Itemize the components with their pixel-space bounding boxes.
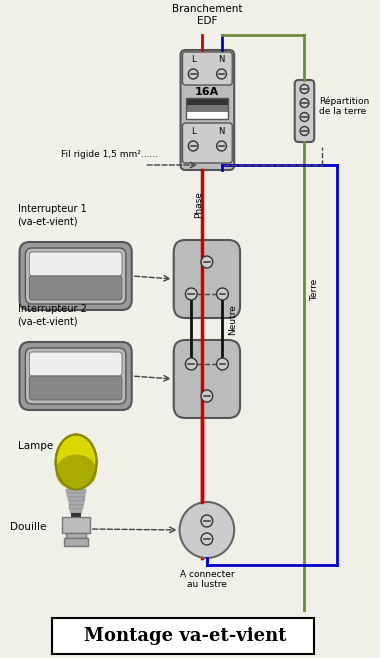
Circle shape <box>188 69 198 79</box>
Text: N: N <box>218 128 225 136</box>
Circle shape <box>300 113 309 122</box>
FancyBboxPatch shape <box>182 123 232 163</box>
Text: Phase: Phase <box>195 191 204 218</box>
Bar <box>67 493 86 497</box>
Circle shape <box>201 256 213 268</box>
FancyBboxPatch shape <box>19 342 132 410</box>
Ellipse shape <box>55 455 97 490</box>
Bar <box>62 517 90 533</box>
Circle shape <box>300 84 309 93</box>
Text: Montage va-et-vient: Montage va-et-vient <box>84 627 287 645</box>
Text: L: L <box>191 128 196 136</box>
Text: Terre: Terre <box>310 279 319 301</box>
Bar <box>186 105 228 112</box>
Circle shape <box>217 358 228 370</box>
FancyBboxPatch shape <box>29 352 122 376</box>
Circle shape <box>185 288 197 300</box>
Circle shape <box>201 533 213 545</box>
Circle shape <box>217 288 228 300</box>
Circle shape <box>180 502 234 558</box>
FancyBboxPatch shape <box>25 348 126 404</box>
Circle shape <box>188 141 198 151</box>
FancyBboxPatch shape <box>180 50 234 170</box>
Text: Branchement
EDF: Branchement EDF <box>172 4 242 26</box>
Text: Fil rigide 1,5 mm²......: Fil rigide 1,5 mm²...... <box>60 150 158 159</box>
Ellipse shape <box>55 434 97 490</box>
Bar <box>70 509 82 513</box>
Bar <box>69 501 84 505</box>
Text: Interrupteur 1
(va-et-vient): Interrupteur 1 (va-et-vient) <box>17 205 86 226</box>
Text: Interrupteur 2
(va-et-vient): Interrupteur 2 (va-et-vient) <box>17 305 86 326</box>
Text: L: L <box>191 55 196 64</box>
FancyBboxPatch shape <box>29 252 122 276</box>
Text: Répartition
de la terre: Répartition de la terre <box>319 96 369 116</box>
Circle shape <box>217 69 226 79</box>
Circle shape <box>201 515 213 527</box>
Bar <box>64 538 88 546</box>
FancyBboxPatch shape <box>52 618 314 654</box>
Bar <box>68 497 85 501</box>
FancyBboxPatch shape <box>25 248 126 304</box>
Circle shape <box>201 390 213 402</box>
Bar <box>66 533 86 538</box>
FancyBboxPatch shape <box>29 276 122 300</box>
Text: Lampe: Lampe <box>17 441 53 451</box>
Circle shape <box>217 141 226 151</box>
FancyBboxPatch shape <box>182 52 232 85</box>
FancyBboxPatch shape <box>174 240 240 318</box>
Bar <box>186 112 228 119</box>
Bar <box>66 489 86 492</box>
Text: Neutre: Neutre <box>228 305 237 336</box>
Circle shape <box>185 358 197 370</box>
FancyBboxPatch shape <box>19 242 132 310</box>
Circle shape <box>300 126 309 136</box>
Text: 16A: 16A <box>195 87 219 97</box>
Text: A connecter
au lustre: A connecter au lustre <box>180 570 234 590</box>
FancyBboxPatch shape <box>29 376 122 400</box>
FancyBboxPatch shape <box>295 80 314 142</box>
Circle shape <box>300 99 309 107</box>
Bar <box>71 513 81 517</box>
Text: N: N <box>218 55 225 64</box>
Text: Douille: Douille <box>10 522 46 532</box>
FancyBboxPatch shape <box>174 340 240 418</box>
Bar <box>186 98 228 119</box>
Bar <box>69 505 83 509</box>
Bar <box>186 98 228 105</box>
